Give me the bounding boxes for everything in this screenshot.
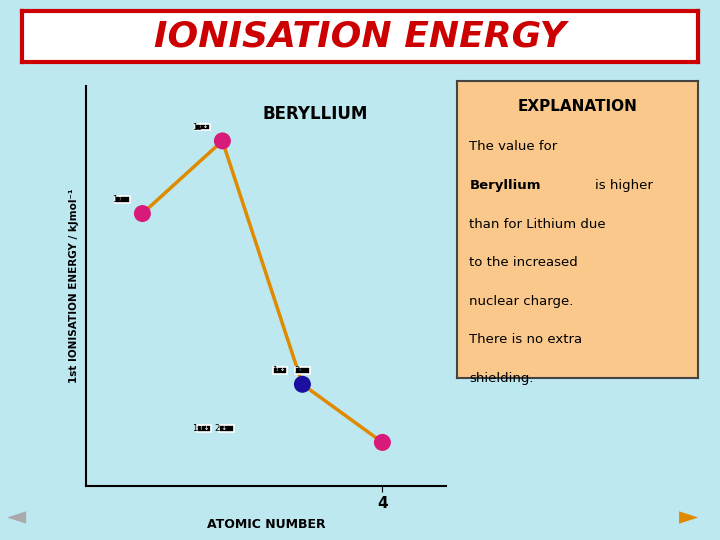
Text: EXPLANATION: EXPLANATION	[518, 99, 638, 114]
Text: ↑↓: ↑↓	[274, 364, 287, 373]
Point	[297, 380, 308, 389]
Text: ↑: ↑	[296, 364, 302, 373]
FancyBboxPatch shape	[273, 367, 287, 374]
FancyBboxPatch shape	[197, 426, 211, 432]
Text: shielding.: shielding.	[469, 372, 534, 385]
Text: ↑↓: ↑↓	[197, 422, 210, 431]
Text: ↑↓: ↑↓	[196, 121, 209, 130]
Point	[377, 438, 388, 447]
Text: BERYLLIUM: BERYLLIUM	[262, 105, 368, 123]
Text: ↓: ↓	[220, 422, 226, 431]
Text: 1s: 1s	[192, 123, 202, 132]
Text: 2s: 2s	[215, 424, 224, 433]
Text: 2s: 2s	[294, 366, 304, 375]
Text: 1s: 1s	[192, 424, 202, 433]
Text: is higher: is higher	[595, 179, 652, 192]
Y-axis label: 1st IONISATION ENERGY / kJmol⁻¹: 1st IONISATION ENERGY / kJmol⁻¹	[69, 189, 79, 383]
FancyBboxPatch shape	[115, 197, 130, 203]
Text: IONISATION ENERGY: IONISATION ENERGY	[154, 19, 566, 53]
FancyBboxPatch shape	[195, 124, 210, 130]
Text: to the increased: to the increased	[469, 256, 578, 269]
Text: Beryllium: Beryllium	[469, 179, 541, 192]
Text: nuclear charge.: nuclear charge.	[469, 295, 574, 308]
Text: ↑: ↑	[116, 194, 122, 202]
Point	[217, 137, 228, 145]
X-axis label: ATOMIC NUMBER: ATOMIC NUMBER	[207, 518, 325, 531]
Text: The value for: The value for	[469, 140, 557, 153]
Text: 1s: 1s	[272, 366, 282, 375]
Text: There is no extra: There is no extra	[469, 333, 582, 347]
Text: than for Lithium due: than for Lithium due	[469, 218, 606, 231]
Text: ►: ►	[679, 505, 698, 529]
Text: ◄: ◄	[7, 505, 27, 529]
FancyBboxPatch shape	[219, 426, 233, 432]
Text: 1s: 1s	[112, 195, 122, 205]
FancyBboxPatch shape	[295, 367, 310, 374]
Point	[137, 209, 148, 218]
